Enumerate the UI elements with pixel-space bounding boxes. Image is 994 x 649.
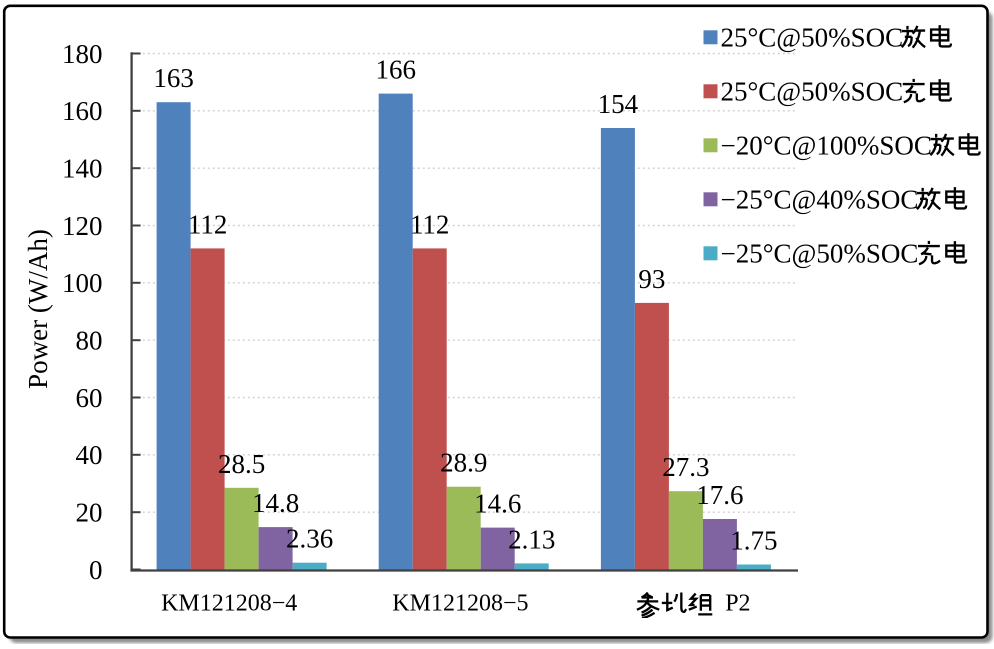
svg-text:112: 112 bbox=[410, 209, 450, 239]
svg-text:P2: P2 bbox=[725, 591, 750, 617]
svg-text:180: 180 bbox=[62, 39, 103, 69]
svg-text:120: 120 bbox=[62, 211, 103, 241]
svg-text:166: 166 bbox=[375, 55, 416, 85]
svg-text:93: 93 bbox=[638, 264, 665, 294]
svg-text:−20°C@100%SOC: −20°C@100%SOC bbox=[721, 131, 932, 161]
svg-text:−25°C@40%SOC: −25°C@40%SOC bbox=[721, 185, 919, 215]
svg-text:25°C@50%SOC: 25°C@50%SOC bbox=[721, 77, 904, 107]
svg-text:160: 160 bbox=[62, 96, 103, 126]
svg-text:60: 60 bbox=[76, 383, 103, 413]
svg-text:80: 80 bbox=[76, 326, 103, 356]
svg-text:17.6: 17.6 bbox=[696, 480, 743, 510]
svg-text:2.13: 2.13 bbox=[508, 524, 555, 554]
svg-text:40: 40 bbox=[76, 440, 103, 470]
svg-text:112: 112 bbox=[188, 209, 228, 239]
svg-text:154: 154 bbox=[598, 89, 639, 119]
svg-text:2.36: 2.36 bbox=[286, 524, 333, 554]
svg-text:Power (W/Ah): Power (W/Ah) bbox=[23, 229, 53, 389]
svg-text:100: 100 bbox=[62, 268, 103, 298]
svg-text:140: 140 bbox=[62, 154, 103, 184]
svg-text:20: 20 bbox=[76, 498, 103, 528]
svg-text:KM121208−4: KM121208−4 bbox=[161, 591, 297, 617]
svg-text:−25°C@50%SOC: −25°C@50%SOC bbox=[721, 239, 919, 269]
svg-text:KM121208−5: KM121208−5 bbox=[392, 591, 528, 617]
svg-text:14.8: 14.8 bbox=[252, 488, 299, 518]
svg-text:0: 0 bbox=[89, 555, 103, 585]
svg-text:14.6: 14.6 bbox=[474, 489, 521, 519]
svg-text:25°C@50%SOC: 25°C@50%SOC bbox=[721, 23, 904, 53]
svg-text:163: 163 bbox=[153, 63, 194, 93]
svg-text:1.75: 1.75 bbox=[730, 526, 777, 556]
svg-text:27.3: 27.3 bbox=[662, 452, 709, 482]
svg-text:28.5: 28.5 bbox=[218, 449, 265, 479]
svg-text:28.9: 28.9 bbox=[440, 448, 487, 478]
